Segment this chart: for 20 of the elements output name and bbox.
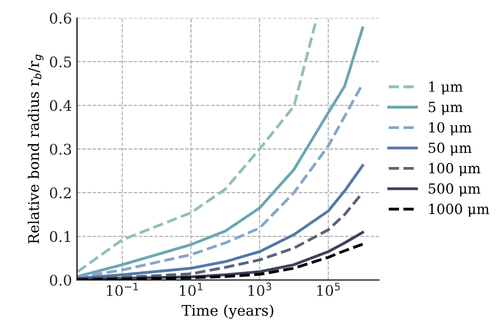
legend-label: 50 μm: [428, 142, 472, 156]
legend-label: 100 μm: [429, 162, 480, 176]
legend-label: 1 μm: [429, 81, 463, 95]
y-tick-label: 0.4: [50, 100, 72, 112]
x-axis-title: Time (years): [182, 304, 274, 319]
y-tick-label: 0.2: [50, 187, 71, 198]
y-tick-label: 0.6: [50, 12, 72, 24]
y-tick-label: 0.5: [50, 56, 72, 68]
y-tick-label: 0.3: [50, 144, 72, 155]
x-tick-label: 10$^{1}$: [180, 282, 202, 296]
y-tick-label: 0.0: [50, 274, 72, 286]
legend-label: 5 μm: [428, 102, 463, 115]
y-axis-title: Relative bond radius r$_{b}$/r$_{g}$: [28, 54, 44, 244]
x-tick-label: 10$^{−1}$: [106, 282, 138, 296]
legend-label: 500 μm: [428, 183, 480, 196]
legend-label: 10 μm: [429, 122, 472, 136]
x-tick-label: 10$^{5}$: [317, 282, 340, 296]
legend-label: 1000 μm: [429, 204, 490, 217]
y-tick-label: 0.1: [50, 231, 70, 242]
x-tick-label: 10$^{3}$: [248, 282, 272, 296]
